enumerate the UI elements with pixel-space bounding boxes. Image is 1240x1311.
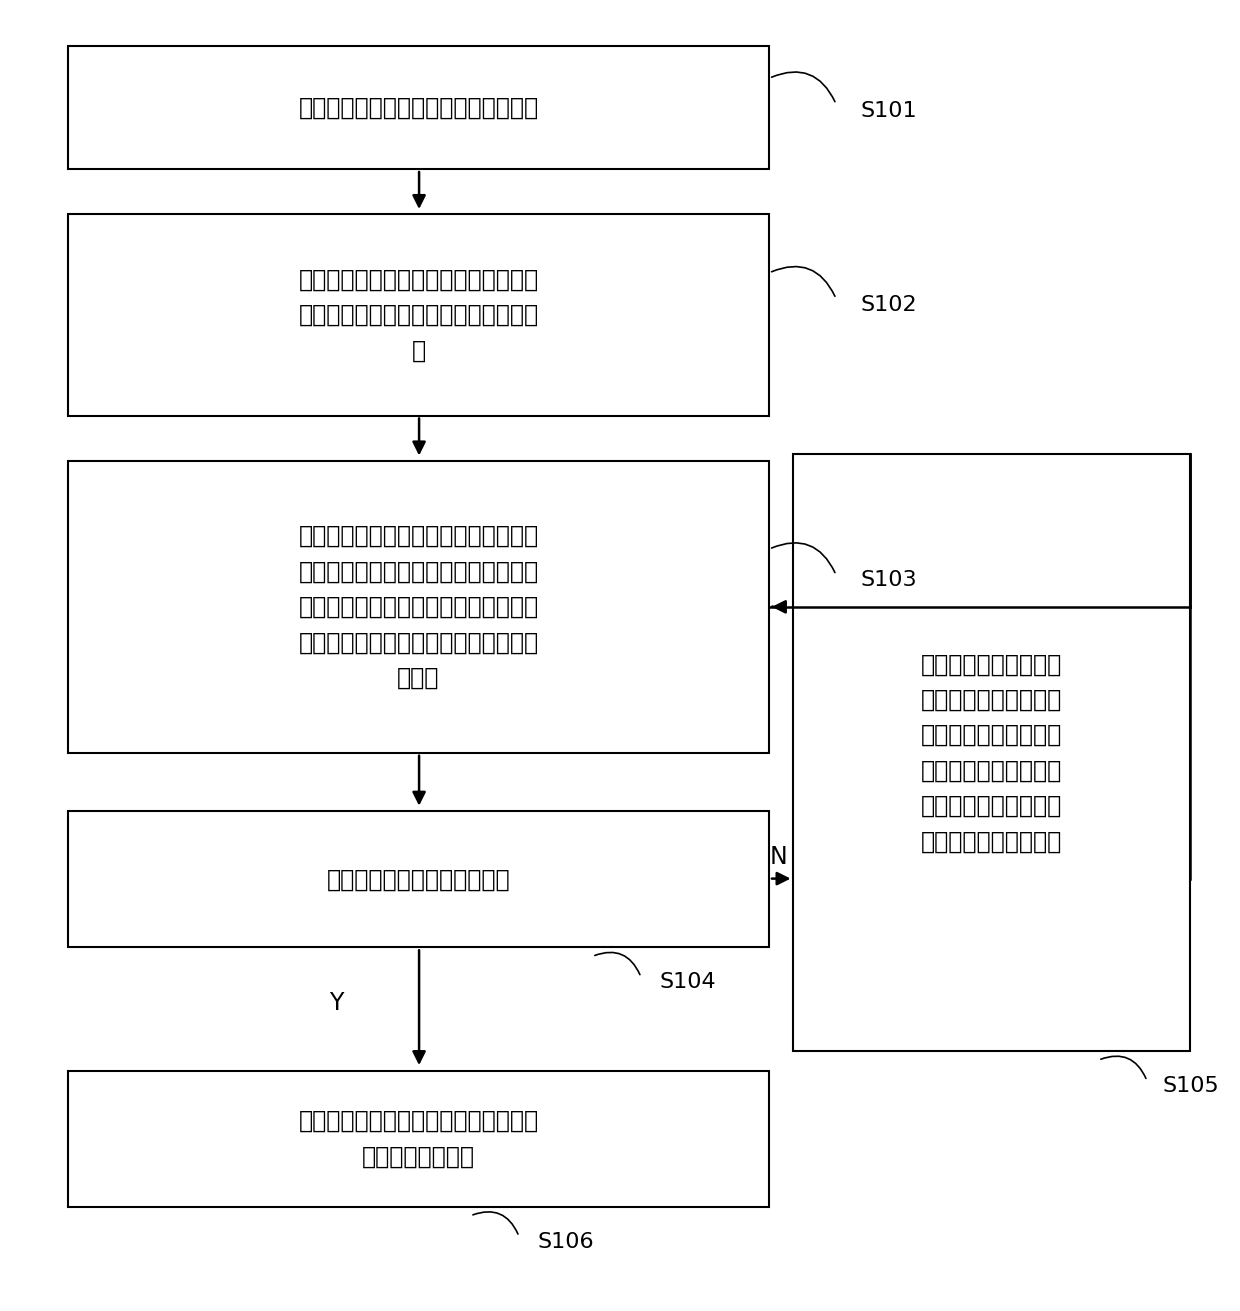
- FancyBboxPatch shape: [68, 1071, 769, 1206]
- Text: S105: S105: [1163, 1076, 1220, 1096]
- Text: 基于预先制定的义齿设计算法对原始三
维试验数据计算，得修复体三维试验数
据: 基于预先制定的义齿设计算法对原始三 维试验数据计算，得修复体三维试验数 据: [299, 267, 538, 362]
- Text: 判断误差值是否在误差阈值内: 判断误差值是否在误差阈值内: [326, 868, 511, 891]
- Text: 获取试验患者口腔的原始三维试验数据: 获取试验患者口腔的原始三维试验数据: [299, 96, 538, 119]
- Text: 将最近一次使用的义齿设计算法存储为
义齿设计优化算法: 将最近一次使用的义齿设计算法存储为 义齿设计优化算法: [299, 1109, 538, 1168]
- FancyBboxPatch shape: [794, 455, 1189, 1051]
- Text: 最近一次使用的义齿设
计算法的参数得到优化
，基于改进的义齿设计
算法对原始三维试验数
据进行计算，生成最新
的修复体三维试验数据: 最近一次使用的义齿设 计算法的参数得到优化 ，基于改进的义齿设计 算法对原始三维…: [921, 653, 1063, 853]
- FancyBboxPatch shape: [68, 461, 769, 753]
- FancyBboxPatch shape: [68, 215, 769, 416]
- FancyBboxPatch shape: [68, 812, 769, 948]
- Text: N: N: [770, 844, 787, 869]
- Text: S103: S103: [861, 570, 918, 590]
- Text: Y: Y: [329, 991, 343, 1015]
- Text: S104: S104: [660, 973, 715, 992]
- Text: S106: S106: [537, 1232, 594, 1252]
- Text: S101: S101: [861, 101, 918, 121]
- Text: 从已建立的口腔模型数据库中选择与试
验患者口腔的病牙相对应的修复体标准
三维数据，计算修复体标准三维数据与
最新生成的修复体三维试验数据之间的
误差值: 从已建立的口腔模型数据库中选择与试 验患者口腔的病牙相对应的修复体标准 三维数据…: [299, 524, 538, 690]
- Text: S102: S102: [861, 295, 918, 315]
- FancyBboxPatch shape: [68, 46, 769, 169]
